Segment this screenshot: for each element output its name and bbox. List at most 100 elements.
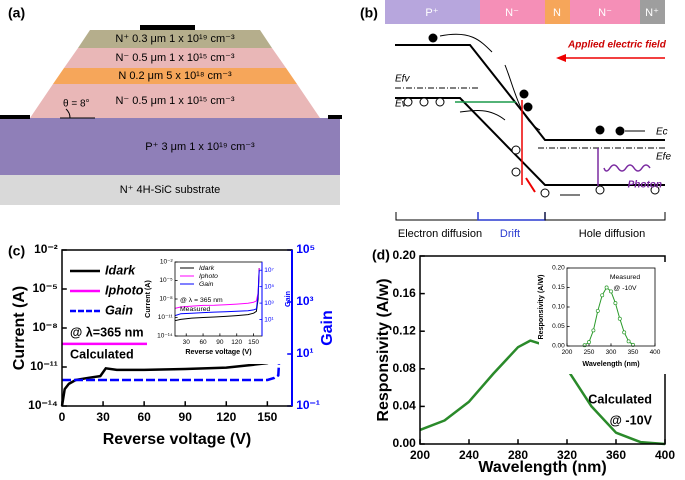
electron bbox=[615, 126, 625, 136]
y-axis-label: Responsivity (A/W) bbox=[537, 274, 545, 340]
panel-label: (b) bbox=[360, 5, 378, 21]
point bbox=[617, 316, 622, 321]
x-tick-label: 150 bbox=[257, 410, 277, 424]
legend-label: Gain bbox=[199, 281, 214, 288]
x-tick-label: 60 bbox=[199, 339, 207, 346]
y-tick-label: 0.15 bbox=[552, 284, 565, 291]
x-axis-label: Wavelength (nm) bbox=[582, 360, 640, 368]
substrate bbox=[0, 175, 340, 205]
x-tick-label: 240 bbox=[459, 448, 479, 462]
y-tick-label: 10⁻⁸ bbox=[32, 320, 57, 334]
arrow bbox=[504, 64, 541, 131]
electron bbox=[519, 89, 529, 99]
annotation: Calculated bbox=[588, 392, 652, 406]
y-tick-label: 0.00 bbox=[552, 343, 565, 350]
x-tick-label: 0 bbox=[59, 410, 66, 424]
y2-tick-label: 10⁻¹ bbox=[296, 398, 320, 412]
legend-label: Iphoto bbox=[105, 283, 144, 297]
hole bbox=[650, 185, 660, 195]
y-tick-label: 0.20 bbox=[392, 248, 416, 262]
y-tick-label: 10⁻¹⁴ bbox=[28, 398, 58, 412]
electron bbox=[595, 125, 605, 135]
point bbox=[622, 330, 627, 335]
panel-label: (d) bbox=[372, 247, 390, 263]
x-tick-label: 400 bbox=[655, 448, 675, 462]
y-tick-label: 0.12 bbox=[392, 323, 416, 337]
x-tick-label: 150 bbox=[248, 339, 259, 346]
region bbox=[570, 0, 640, 24]
layer-label: N 0.2 μm 5 x 10¹⁸ cm⁻³ bbox=[118, 70, 232, 82]
contact bbox=[140, 25, 195, 30]
x-tick-label: 300 bbox=[606, 349, 617, 356]
x-tick-label: 350 bbox=[628, 349, 639, 356]
plot-frame bbox=[566, 267, 656, 347]
level-label: Efe bbox=[656, 152, 671, 163]
series-line bbox=[174, 268, 260, 309]
hole bbox=[511, 167, 521, 177]
panel-label: (c) bbox=[8, 243, 25, 259]
layer bbox=[64, 48, 286, 68]
y2-tick-label: 10⁵ bbox=[296, 242, 315, 256]
layer-label: N⁻ 0.5 μm 1 x 10¹⁵ cm⁻³ bbox=[115, 95, 234, 107]
y-axis-label: Current (A) bbox=[11, 286, 28, 370]
substrate-label: N⁺ 4H-SiC substrate bbox=[120, 184, 221, 196]
y-tick-label: 10⁻² bbox=[34, 242, 58, 256]
arrow-head bbox=[556, 54, 566, 62]
annotation: @ -10V bbox=[610, 413, 653, 427]
region bbox=[545, 0, 570, 24]
arrow bbox=[459, 109, 506, 121]
y2-axis-label: Gain bbox=[319, 310, 336, 346]
level-label: Ev bbox=[395, 99, 408, 110]
y-tick-label: 0.05 bbox=[552, 323, 565, 330]
x-tick-label: 120 bbox=[216, 410, 236, 424]
valence-band bbox=[395, 97, 665, 186]
panel-a: (a) N⁺ 0.3 μm 1 x 10¹⁹ cm⁻³ N⁻ 0.5 μm 1 … bbox=[0, 5, 342, 205]
point bbox=[587, 340, 591, 345]
hole bbox=[595, 185, 605, 195]
panel-label: (a) bbox=[8, 5, 25, 21]
x-tick-label: 360 bbox=[606, 448, 626, 462]
x-tick-label: 90 bbox=[216, 339, 224, 346]
y-axis-label: Responsivity (A/w) bbox=[375, 278, 392, 421]
contact bbox=[0, 115, 30, 119]
x-tick-label: 400 bbox=[650, 349, 661, 356]
layer-label: N⁺ 0.3 μm 1 x 10¹⁹ cm⁻³ bbox=[115, 33, 235, 45]
legend-label: Iphoto bbox=[199, 273, 218, 280]
y2-axis-label: Gain bbox=[284, 291, 292, 307]
electron bbox=[428, 33, 438, 43]
layer bbox=[53, 68, 297, 84]
inset-background bbox=[147, 256, 286, 364]
y-tick-label: 0.08 bbox=[392, 361, 416, 375]
x-tick-label: 200 bbox=[562, 349, 573, 356]
series-line bbox=[419, 339, 666, 446]
region-label: N⁺ bbox=[645, 7, 659, 19]
x-tick-label: 90 bbox=[179, 410, 193, 424]
legend-label: Idark bbox=[199, 265, 215, 272]
region bbox=[640, 0, 665, 24]
region bbox=[385, 0, 480, 24]
y-tick-label: 0.20 bbox=[552, 265, 565, 272]
photon-label: Photon bbox=[628, 180, 662, 191]
y-tick-label: 10⁻⁵ bbox=[159, 277, 173, 284]
series-line bbox=[174, 270, 260, 317]
panel-b: (b) P⁺ N⁻ N N⁻ N⁺ Efv Ev Ec Efe Applied … bbox=[360, 0, 671, 240]
y2-tick-label: 10³ bbox=[264, 300, 274, 307]
x-tick-label: 30 bbox=[183, 339, 191, 346]
x-tick-label: 280 bbox=[508, 448, 528, 462]
legend-label: Gain bbox=[105, 303, 133, 317]
region-label: N⁻ bbox=[598, 7, 612, 19]
angle-arc bbox=[65, 108, 71, 119]
hole bbox=[403, 97, 413, 107]
layer bbox=[30, 84, 320, 118]
field-label: Applied electric field bbox=[567, 40, 667, 51]
inset-background bbox=[539, 262, 679, 374]
legend-label: Idark bbox=[105, 263, 136, 277]
y-tick-label: 10⁻⁸ bbox=[159, 296, 173, 303]
annotation: @ λ=365 nm bbox=[70, 325, 144, 339]
y-tick-label: 10⁻¹¹ bbox=[30, 359, 58, 373]
y2-tick-label: 10⁵ bbox=[264, 283, 274, 290]
x-axis-label: Reverse voltage (V) bbox=[103, 431, 252, 448]
annotation: Measured bbox=[180, 306, 211, 313]
point bbox=[626, 339, 631, 344]
